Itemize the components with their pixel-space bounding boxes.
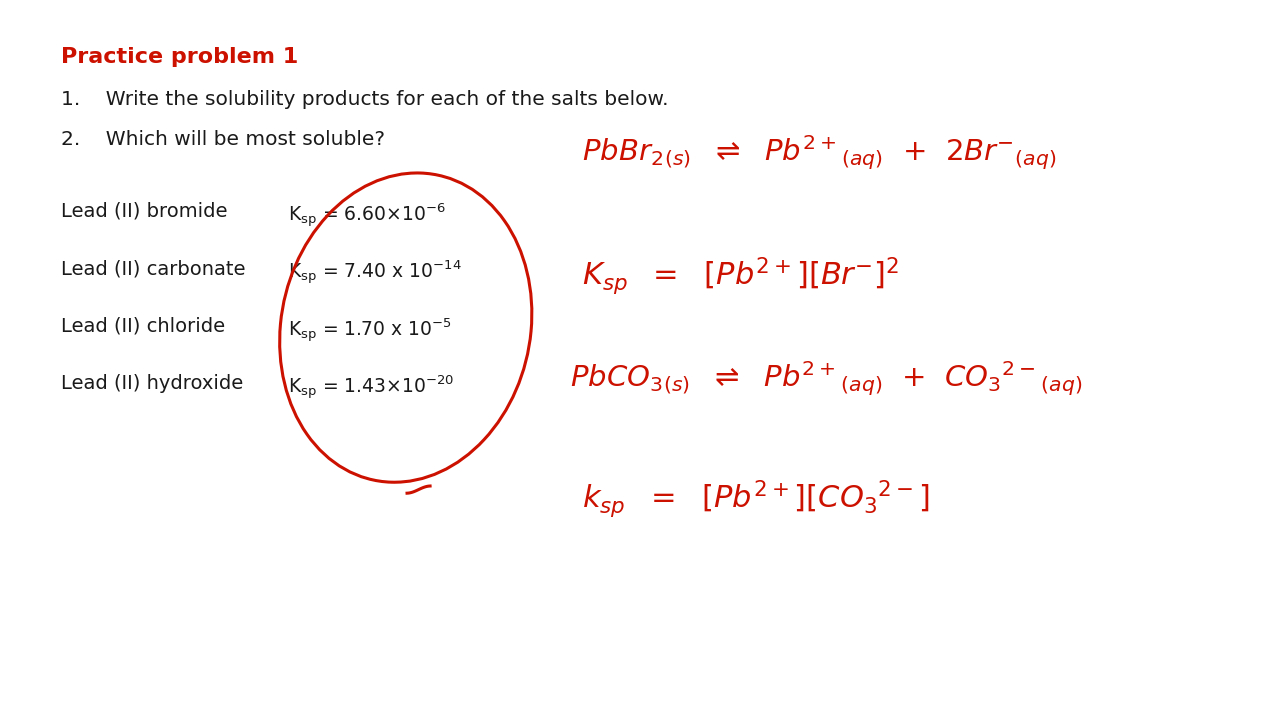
- Text: $\mathit{K_{sp}}$  $=$  $[\mathit{Pb}^{\mathit{2+}}][\mathit{Br}^{\mathit{-}}]^2: $\mathit{K_{sp}}$ $=$ $[\mathit{Pb}^{\ma…: [582, 256, 900, 297]
- Text: $\mathit{k_{sp}}$  $=$  $[\mathit{Pb}^{\mathit{2+}}][\mathit{CO_3}^{\mathit{2-}}: $\mathit{k_{sp}}$ $=$ $[\mathit{Pb}^{\ma…: [582, 479, 931, 520]
- Text: 2.    Which will be most soluble?: 2. Which will be most soluble?: [61, 130, 385, 148]
- Text: Lead (II) carbonate: Lead (II) carbonate: [61, 259, 246, 278]
- Text: $\mathit{PbBr_2}$$_{\mathit{(s)}}$  $\rightleftharpoons$  $\mathit{Pb}^{\mathit{: $\mathit{PbBr_2}$$_{\mathit{(s)}}$ $\rig…: [582, 133, 1057, 171]
- Text: $\mathrm{K_{sp}}$ = 1.43×10$^{-20}$: $\mathrm{K_{sp}}$ = 1.43×10$^{-20}$: [288, 374, 454, 402]
- Text: 1.    Write the solubility products for each of the salts below.: 1. Write the solubility products for eac…: [61, 90, 669, 109]
- Text: Practice problem 1: Practice problem 1: [61, 47, 298, 67]
- Text: Lead (II) bromide: Lead (II) bromide: [61, 202, 228, 220]
- Text: $\mathrm{K_{sp}}$ = 1.70 x 10$^{-5}$: $\mathrm{K_{sp}}$ = 1.70 x 10$^{-5}$: [288, 317, 452, 345]
- Text: Lead (II) chloride: Lead (II) chloride: [61, 317, 225, 336]
- Text: $\mathit{PbCO_3}$$_{\mathit{(s)}}$  $\rightleftharpoons$  $\mathit{Pb}^{\mathit{: $\mathit{PbCO_3}$$_{\mathit{(s)}}$ $\rig…: [570, 360, 1082, 398]
- Text: Lead (II) hydroxide: Lead (II) hydroxide: [61, 374, 243, 393]
- Text: $\mathrm{K_{sp}}$ = 6.60×10$^{-6}$: $\mathrm{K_{sp}}$ = 6.60×10$^{-6}$: [288, 202, 445, 230]
- Text: $\mathrm{K_{sp}}$ = 7.40 x 10$^{-14}$: $\mathrm{K_{sp}}$ = 7.40 x 10$^{-14}$: [288, 259, 462, 287]
